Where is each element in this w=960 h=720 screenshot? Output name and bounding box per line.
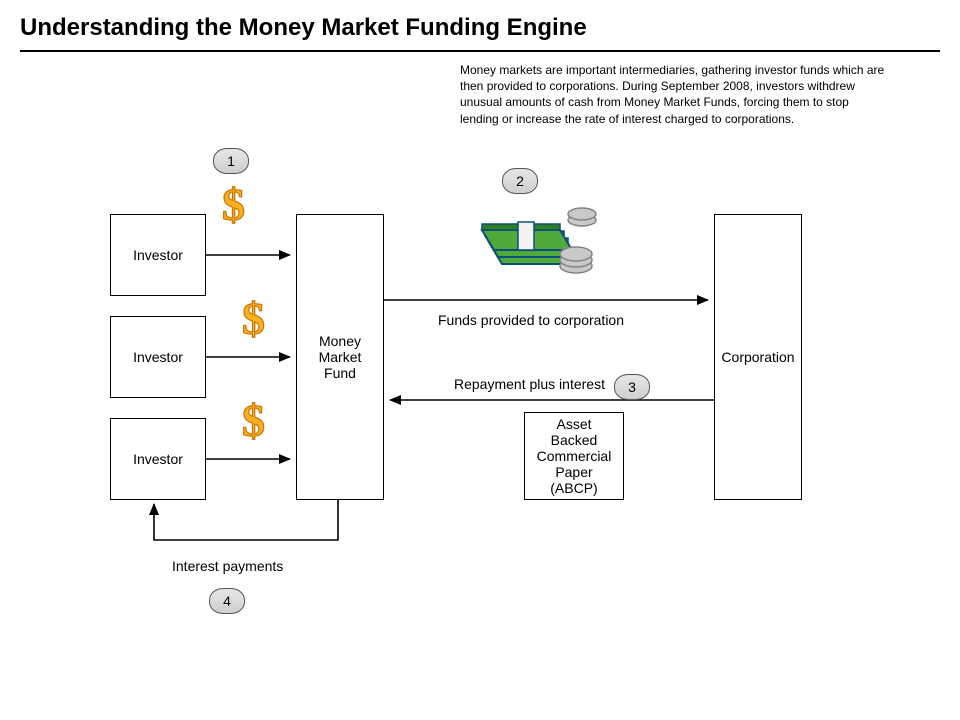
title-rule: [20, 50, 940, 52]
corporation-box: Corporation: [714, 214, 802, 500]
investor-box-3: Investor: [110, 418, 206, 500]
investor-label: Investor: [111, 247, 205, 263]
repay-arrow-label: Repayment plus interest: [454, 376, 605, 392]
investor-label: Investor: [111, 349, 205, 365]
abcp-box: Asset Backed Commercial Paper (ABCP): [524, 412, 624, 500]
step-3-badge: 3: [614, 374, 650, 400]
step-2-badge: 2: [502, 168, 538, 194]
investor-label: Investor: [111, 451, 205, 467]
step-4-badge: 4: [209, 588, 245, 614]
page-title: Understanding the Money Market Funding E…: [20, 14, 587, 42]
step-1-badge: 1: [213, 148, 249, 174]
investor-box-2: Investor: [110, 316, 206, 398]
mmf-label: Money Market Fund: [297, 333, 383, 381]
abcp-label: Asset Backed Commercial Paper (ABCP): [525, 416, 623, 496]
corporation-label: Corporation: [715, 349, 801, 365]
money-market-fund-box: Money Market Fund: [296, 214, 384, 500]
funds-arrow-label: Funds provided to corporation: [438, 312, 624, 328]
interest-arrow-label: Interest payments: [172, 558, 283, 574]
description-text: Money markets are important intermediari…: [460, 62, 890, 127]
svg-text:$: $: [242, 395, 265, 446]
diagram-stage: Understanding the Money Market Funding E…: [0, 0, 960, 720]
svg-text:$: $: [222, 179, 245, 230]
investor-box-1: Investor: [110, 214, 206, 296]
svg-text:$: $: [242, 293, 265, 344]
